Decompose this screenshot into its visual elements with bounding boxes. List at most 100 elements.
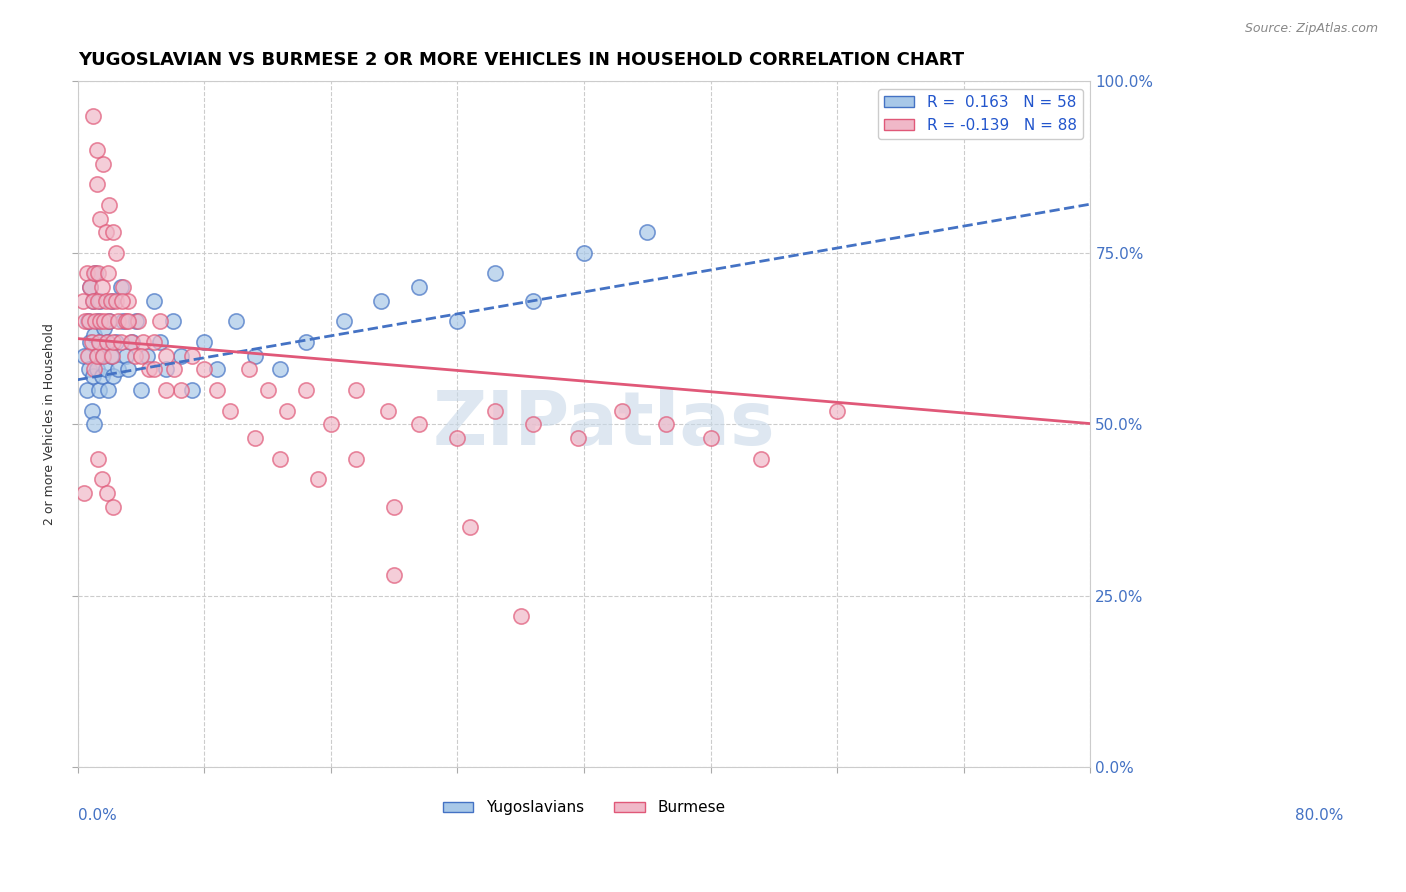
Point [86,349,108,363]
Point [96,334,118,349]
Point [89,334,111,349]
Point [749,451,772,466]
Point [121,334,143,349]
Point [149,314,172,328]
Point [218,403,240,417]
Point [142,293,165,308]
Point [87,267,110,281]
Point [97,267,120,281]
Point [76,383,98,397]
Point [484,267,506,281]
Point [100,293,122,308]
Point [83,328,105,343]
Point [98,314,121,328]
Point [84,314,107,328]
Point [86,362,108,376]
Point [91,349,114,363]
Point [89,293,111,308]
Point [101,293,124,308]
Point [97,383,120,397]
Point [458,520,481,534]
Point [129,383,152,397]
Point [205,383,228,397]
Point [86,178,108,192]
Point [117,362,139,376]
Point [72,293,94,308]
Point [138,362,160,376]
Point [149,334,172,349]
Point [107,362,129,376]
Point [111,293,134,308]
Point [319,417,342,432]
Point [243,431,266,445]
Point [82,109,104,123]
Point [269,362,291,376]
Point [101,349,124,363]
Point [120,334,142,349]
Point [76,314,98,328]
Point [96,486,118,500]
Point [294,383,316,397]
Point [484,403,506,417]
Point [101,334,124,349]
Point [93,321,115,335]
Point [76,267,98,281]
Point [112,314,135,328]
Point [382,500,405,514]
Point [107,314,129,328]
Text: Source: ZipAtlas.com: Source: ZipAtlas.com [1244,22,1378,36]
Point [155,362,177,376]
Point [307,472,329,486]
Point [238,362,260,376]
Point [567,431,589,445]
Point [90,280,112,294]
Point [572,245,595,260]
Point [125,314,148,328]
Text: 0.0%: 0.0% [77,808,117,823]
Point [79,280,101,294]
Point [87,314,110,328]
Point [117,314,139,328]
Point [87,451,110,466]
Point [127,314,149,328]
Point [86,349,108,363]
Point [155,349,177,363]
Point [509,609,531,624]
Point [180,383,202,397]
Point [136,349,159,363]
Point [94,225,117,239]
Point [96,334,118,349]
Point [610,403,633,417]
Point [83,362,105,376]
Point [170,383,193,397]
Point [636,225,658,239]
Point [377,403,399,417]
Point [142,334,165,349]
Point [114,314,136,328]
Point [825,403,848,417]
Point [101,500,124,514]
Point [193,362,215,376]
Point [90,369,112,384]
Point [90,472,112,486]
Point [294,334,316,349]
Text: 80.0%: 80.0% [1295,808,1344,823]
Point [89,314,111,328]
Point [84,267,107,281]
Point [89,334,111,349]
Point [124,349,146,363]
Point [87,293,110,308]
Point [132,334,155,349]
Point [91,156,114,170]
Point [170,349,193,363]
Point [76,349,98,363]
Point [101,225,124,239]
Point [79,280,101,294]
Point [94,362,117,376]
Point [129,349,152,363]
Point [243,349,266,363]
Point [155,383,177,397]
Point [79,334,101,349]
Point [193,334,215,349]
Point [73,349,96,363]
